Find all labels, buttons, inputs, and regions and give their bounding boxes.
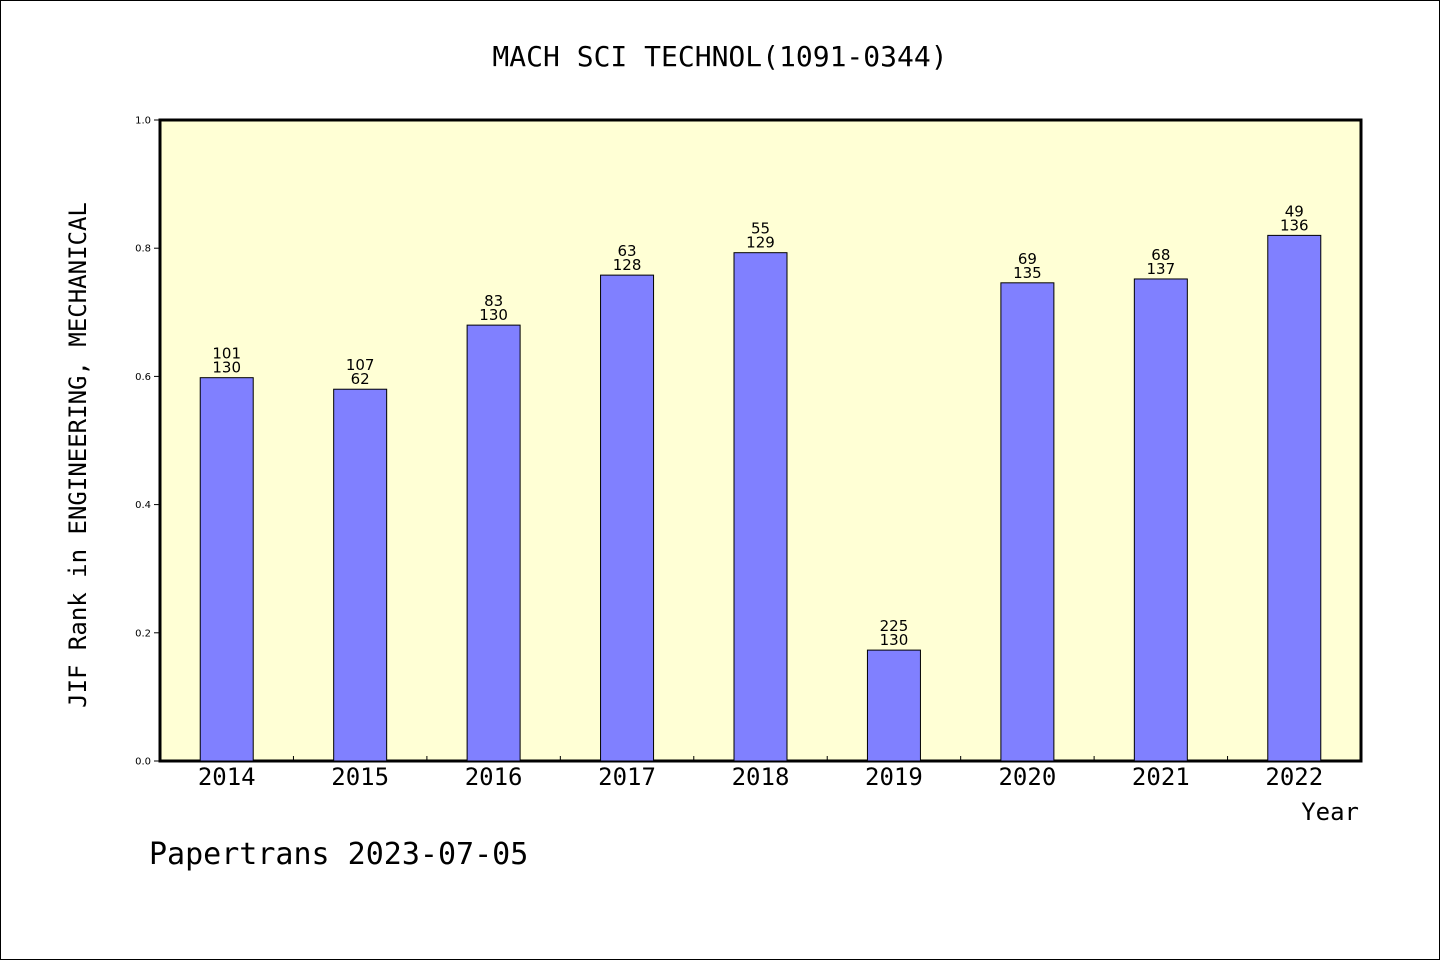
x-tick-label: 2016 [465,763,523,791]
y-axis-label: JIF Rank in ENGINEERING, MECHANICAL [64,202,92,708]
y-tick-label: 0.6 [135,372,151,383]
bar-2017 [600,274,655,762]
bar-label-total: 128 [613,256,642,274]
bar-label-rank: 55 [751,220,770,238]
bar-2022 [1267,234,1322,762]
y-tick-label: 0.2 [135,628,151,639]
y-tick-label: 0.8 [135,244,151,255]
bar-2021 [1133,278,1188,762]
bar-label-total: 129 [746,234,775,252]
bar-2020 [1000,282,1055,762]
bar-label-total: 130 [479,306,508,324]
bar-label-rank: 107 [346,356,375,374]
x-tick-label: 2022 [1265,763,1323,791]
bar-label-rank: 49 [1285,202,1304,220]
x-axis-label: Year [1301,798,1359,826]
bar-2018 [733,252,788,762]
x-tick-label: 2014 [198,763,256,791]
x-tick-label: 2019 [865,763,923,791]
x-tick-label: 2020 [998,763,1056,791]
bar-label-total: 135 [1013,264,1042,282]
y-axis: 0.0 0.2 0.4 0.6 0.8 1.0 [135,116,160,768]
footer-credit: Papertrans 2023-07-05 [149,837,528,872]
bars [199,234,1322,762]
bar-label-rank: 83 [484,292,503,310]
bar-label-total: 136 [1280,216,1309,234]
y-tick-label: 0.0 [135,757,151,768]
bar-2015 [333,388,388,762]
x-axis: 2014 2015 2016 2017 2018 2019 2020 2021 2022 [198,756,1323,791]
bar-label-rank: 68 [1151,246,1170,264]
bar-2019 [866,649,921,762]
x-tick-label: 2018 [732,763,790,791]
x-tick-label: 2021 [1132,763,1190,791]
bar-label-rank: 63 [618,242,637,260]
bar-label-total: 130 [212,359,241,377]
bar-label-rank: 69 [1018,250,1037,268]
bar-label-rank: 101 [212,345,241,363]
chart-title: MACH SCI TECHNOL(1091-0344) [492,40,947,73]
bar-2016 [466,324,521,762]
bar-label-total: 130 [880,631,909,649]
bar-2014 [199,377,254,762]
bar-label-total: 62 [351,370,370,388]
bar-label-total: 137 [1147,260,1176,278]
y-tick-label: 1.0 [135,116,151,127]
bar-label-rank: 225 [880,617,909,635]
x-tick-label: 2015 [331,763,389,791]
x-tick-label: 2017 [598,763,656,791]
y-tick-label: 0.4 [135,500,151,511]
